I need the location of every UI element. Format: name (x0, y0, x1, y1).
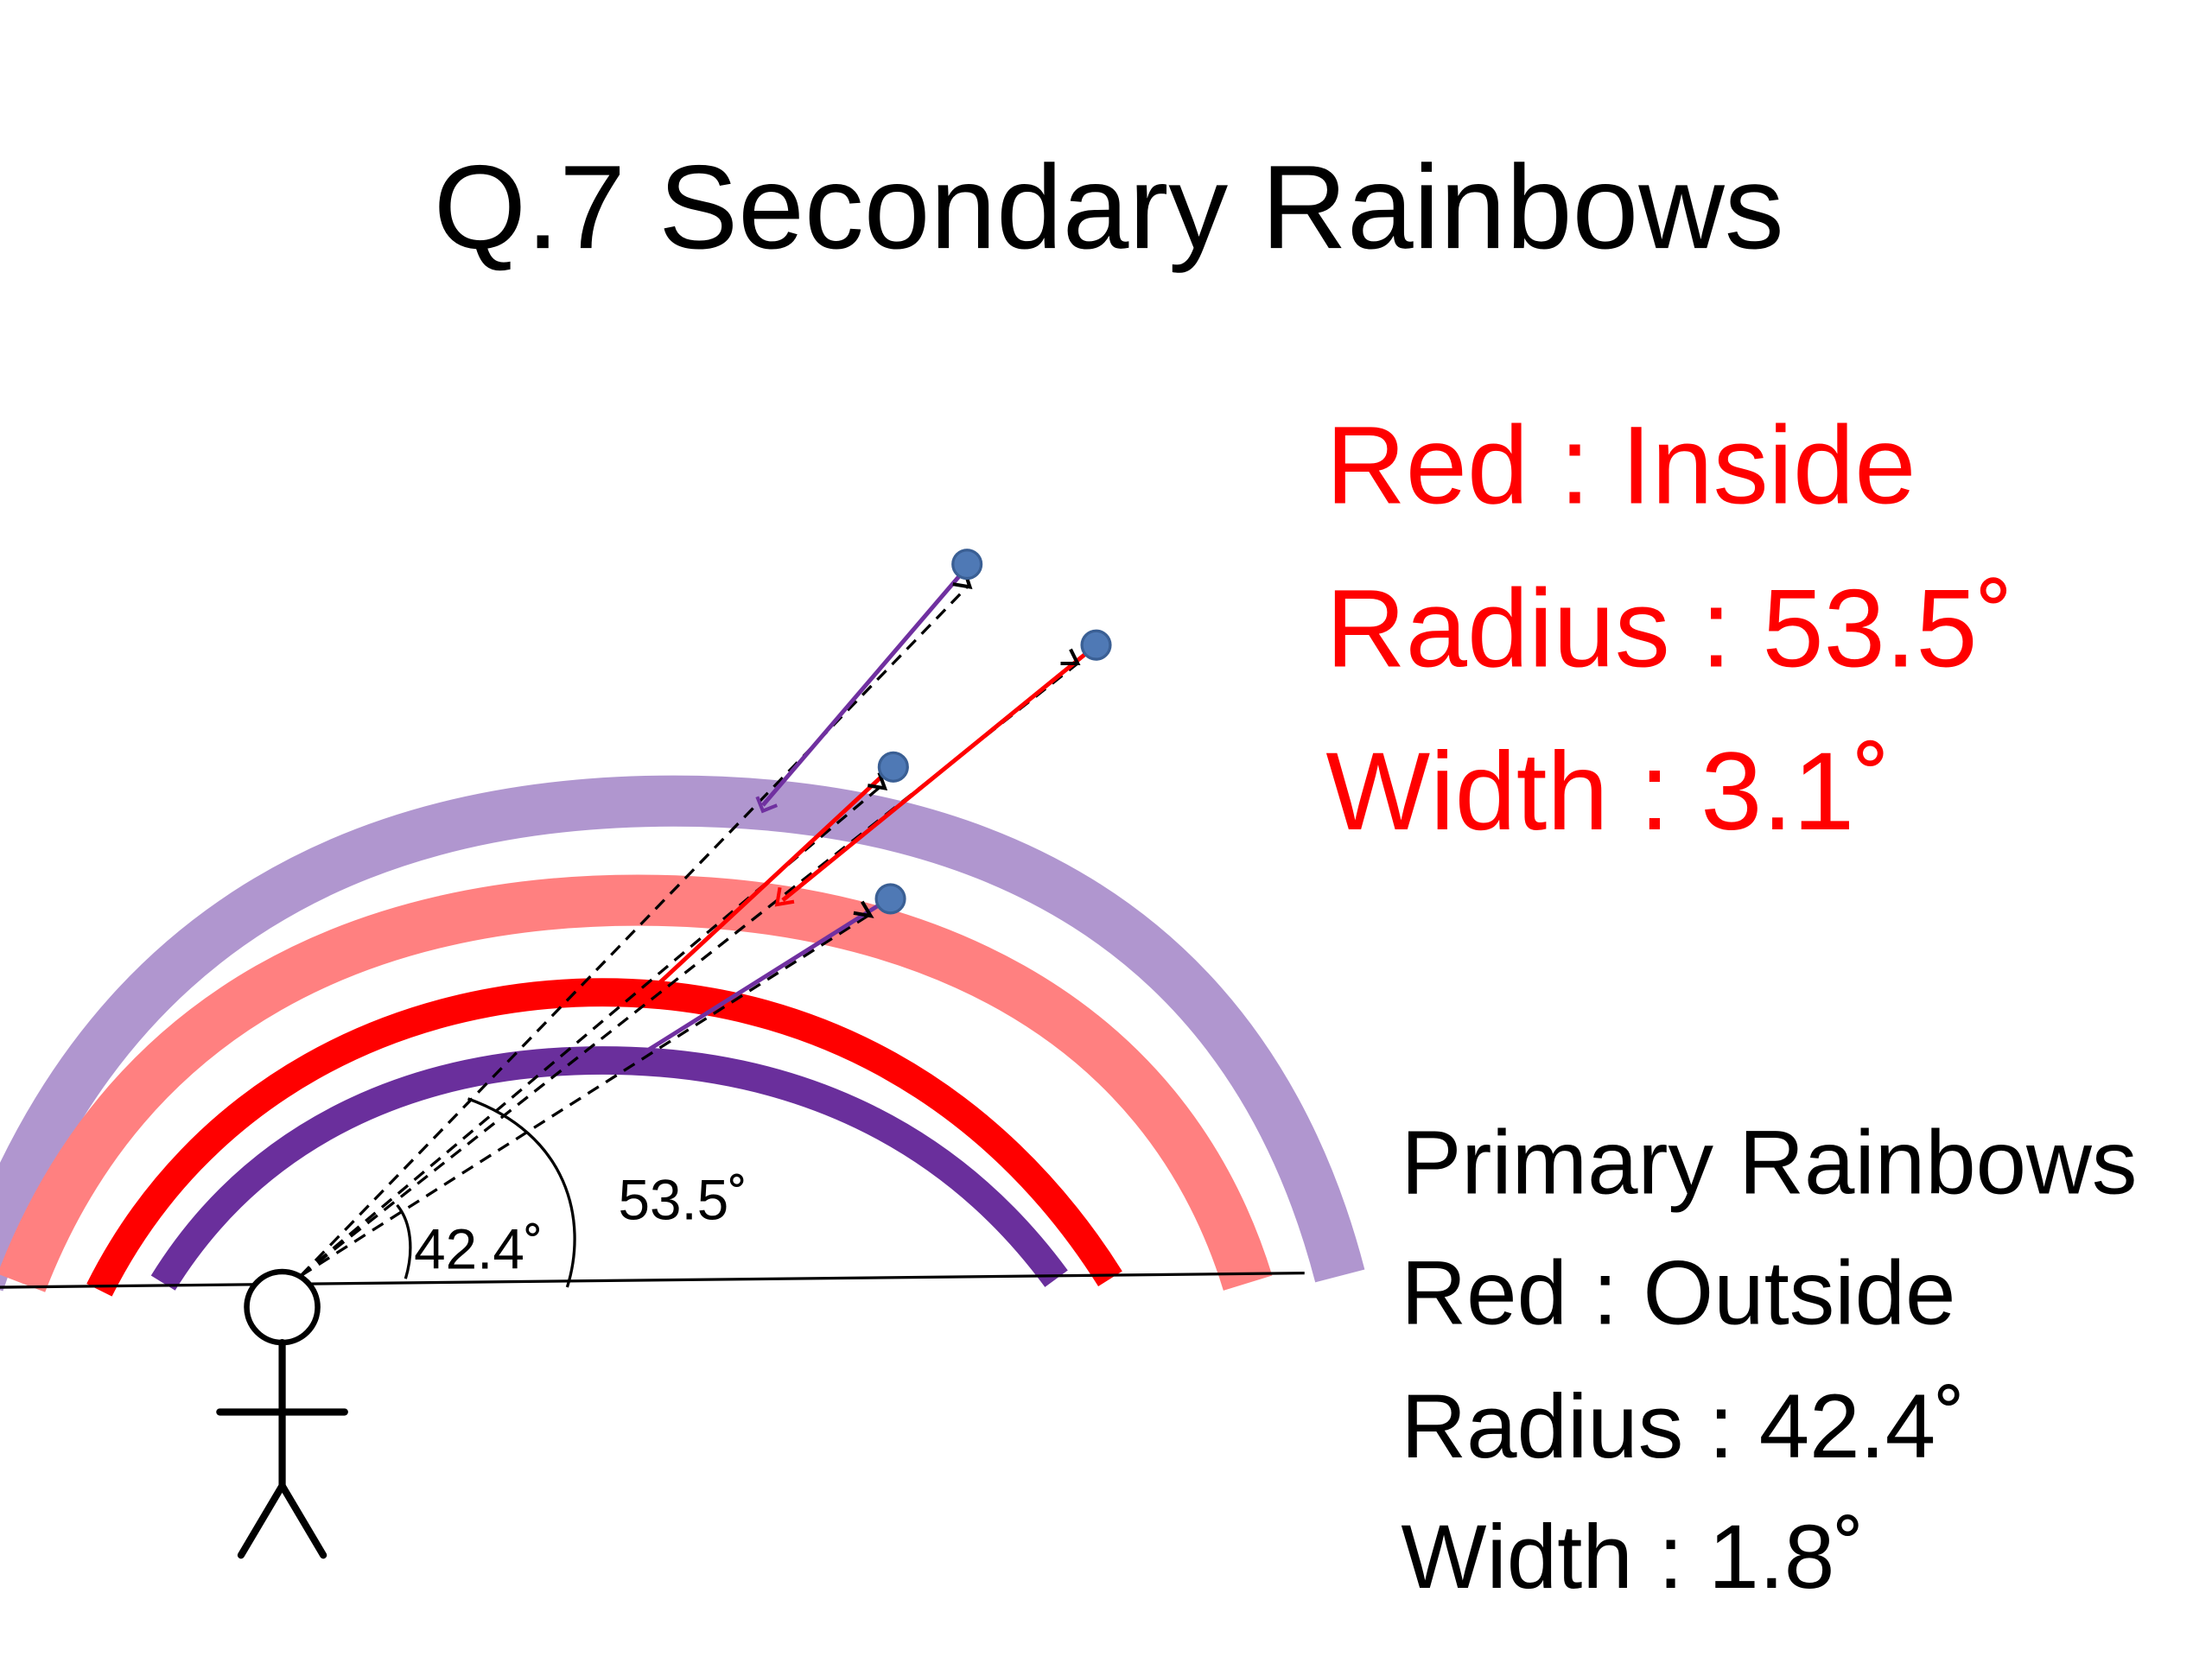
arrowhead-sight-violet-inner (853, 900, 874, 918)
droplet-icon (874, 883, 906, 915)
sight-line-outer-violet (299, 584, 970, 1278)
droplets (874, 549, 1112, 915)
droplet-icon (877, 751, 909, 783)
secondary-violet-arc (0, 775, 1365, 1292)
sight-line-outer-red (299, 662, 1079, 1278)
arrowheads (755, 569, 1081, 918)
red-ray-secondary (781, 644, 1096, 902)
primary-heading: Primary Rainbows (1401, 1113, 2137, 1214)
primary-red-arc (86, 978, 1122, 1297)
violet-ray-secondary (761, 565, 969, 807)
primary-violet-arc (150, 1046, 1068, 1291)
arrowhead-sight-red-outer (1060, 648, 1081, 666)
secondary-red-arc (0, 874, 1273, 1292)
angle-arc-secondary (467, 1097, 576, 1288)
droplet-icon (1080, 629, 1112, 661)
primary-width: Width : 1.8˚ (1401, 1507, 1865, 1608)
observer-figure-icon (216, 1268, 348, 1559)
horizon-line (0, 1272, 1305, 1289)
secondary-info: Red : Inside Radius : 53.5˚ Width : 3.1˚ (1325, 404, 2014, 854)
sight-lines (299, 584, 1079, 1278)
observer-head-icon (244, 1268, 321, 1346)
secondary-red-position: Red : Inside (1325, 404, 1916, 528)
page-title: Q.7 Secondary Rainbows (434, 141, 1784, 274)
violet-ray-inner (644, 897, 891, 1054)
angle-arc-primary (396, 1203, 412, 1279)
secondary-width: Width : 3.1˚ (1325, 730, 1891, 854)
primary-red-position: Red : Outside (1401, 1243, 1955, 1344)
angle-label-primary: 42.4˚ (414, 1218, 543, 1281)
droplet-icon (951, 549, 983, 581)
primary-info: Primary Rainbows Red : Outside Radius : … (1401, 1113, 2137, 1608)
light-rays (644, 565, 1096, 1054)
primary-radius: Radius : 42.4˚ (1401, 1376, 1966, 1477)
secondary-radius: Radius : 53.5˚ (1325, 567, 2014, 690)
observer-right-leg (278, 1482, 327, 1559)
sight-line-inner-violet (300, 914, 869, 1278)
arrowhead-red-secondary (774, 886, 795, 907)
arrowhead-violet-secondary (755, 796, 779, 814)
red-ray-inner (651, 766, 893, 992)
angle-label-secondary: 53.5˚ (618, 1168, 747, 1231)
observer-left-leg (237, 1482, 286, 1559)
arrowhead-sight-red-inner (867, 771, 888, 791)
